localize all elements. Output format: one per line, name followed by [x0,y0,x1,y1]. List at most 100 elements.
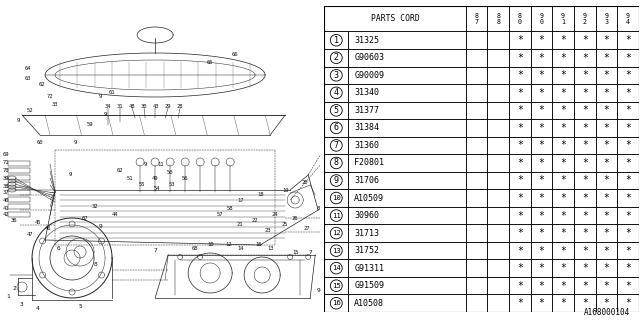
Bar [466,101,488,119]
Text: 58: 58 [227,205,234,211]
Text: 3: 3 [20,302,24,308]
Bar [574,49,595,67]
Text: *: * [539,211,545,220]
Bar [509,84,531,101]
Text: 71: 71 [3,161,9,165]
Text: 10: 10 [207,243,213,247]
Text: *: * [582,298,588,308]
Text: 8: 8 [334,158,339,167]
Text: 62: 62 [39,83,45,87]
Text: 34: 34 [105,105,111,109]
Bar [552,207,574,224]
Bar [531,154,552,172]
Text: 8
0: 8 0 [518,13,522,25]
Text: *: * [604,140,609,150]
Bar [552,31,574,49]
Text: *: * [517,298,523,308]
Text: G90009: G90009 [355,71,385,80]
Text: 36: 36 [11,219,17,223]
Text: 48: 48 [129,105,135,109]
Bar [595,31,617,49]
Text: 9: 9 [68,172,72,178]
Text: 54: 54 [154,186,161,190]
Bar [595,242,617,260]
Text: *: * [517,175,523,186]
Bar [348,31,466,49]
Bar [531,101,552,119]
Bar [466,242,488,260]
Text: 43: 43 [153,105,159,109]
Text: 29: 29 [165,105,172,109]
Text: 67: 67 [82,215,88,220]
Text: 13: 13 [332,248,340,254]
Text: *: * [517,53,523,63]
Text: *: * [582,211,588,220]
Bar [488,119,509,137]
Bar [509,119,531,137]
Text: *: * [625,105,631,116]
Bar [324,154,348,172]
Text: 45: 45 [35,220,41,225]
Text: 68: 68 [192,245,198,251]
Text: *: * [625,263,631,273]
Text: 50: 50 [167,170,173,174]
Text: 44: 44 [112,212,118,218]
Text: *: * [517,158,523,168]
Text: 39: 39 [3,177,9,181]
Bar [348,119,466,137]
Text: G90603: G90603 [355,53,385,62]
Text: 31752: 31752 [355,246,380,255]
Text: 6: 6 [56,245,60,251]
Bar [531,260,552,277]
Bar [617,277,639,294]
Bar [509,294,531,312]
Bar [8,161,30,166]
Bar [531,189,552,207]
Text: *: * [517,211,523,220]
Text: *: * [560,70,566,80]
Bar [617,189,639,207]
Text: 30: 30 [141,105,147,109]
Bar [595,172,617,189]
Bar [617,154,639,172]
Text: 9
0: 9 0 [540,13,543,25]
Bar [552,49,574,67]
Bar [617,294,639,312]
Text: 7: 7 [308,251,312,255]
Text: 9: 9 [98,225,102,229]
Bar [488,101,509,119]
Text: 14: 14 [237,245,243,251]
Bar [595,49,617,67]
Bar [595,119,617,137]
Text: *: * [625,70,631,80]
Bar [324,242,348,260]
Text: 9: 9 [316,287,320,292]
Text: 7: 7 [334,141,339,150]
Bar [348,154,466,172]
Text: *: * [604,298,609,308]
Text: 31340: 31340 [355,88,380,97]
Text: *: * [582,53,588,63]
Bar [8,168,30,173]
Bar [552,260,574,277]
Text: 1: 1 [6,293,10,299]
Text: 17: 17 [237,197,243,203]
Bar [348,101,466,119]
Bar [466,189,488,207]
Text: *: * [539,35,545,45]
Bar [324,294,348,312]
Text: *: * [604,88,609,98]
Bar [466,172,488,189]
Bar [466,154,488,172]
Text: G91509: G91509 [355,281,385,290]
Bar [595,277,617,294]
Text: *: * [517,88,523,98]
Text: *: * [560,175,566,186]
Bar [348,224,466,242]
Text: 9
4: 9 4 [626,13,630,25]
Bar [509,207,531,224]
Bar [324,84,348,101]
Bar [617,101,639,119]
Bar [552,172,574,189]
Text: 53: 53 [169,182,175,188]
